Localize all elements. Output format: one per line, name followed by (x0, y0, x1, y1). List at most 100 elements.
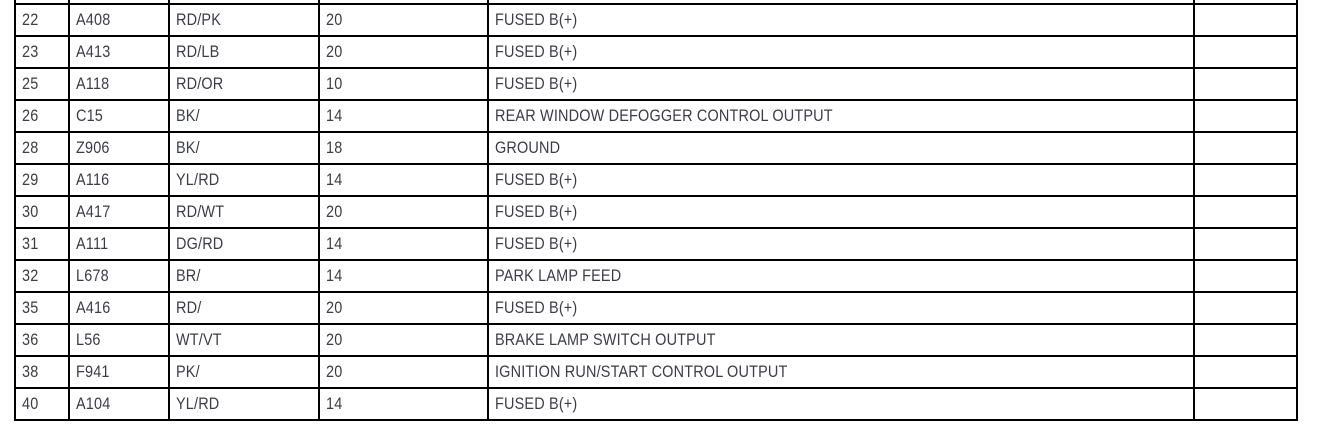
cell-wire-color: YL/RD (168, 387, 320, 421)
table-row: 32 L678 BR/ 14 PARK LAMP FEED (14, 259, 1298, 293)
cell-function: FUSED B(+) (487, 35, 1195, 69)
cell-function: BRAKE LAMP SWITCH OUTPUT (487, 323, 1195, 357)
cell-circuit: A104 (68, 387, 170, 421)
cell-circuit: A417 (68, 195, 170, 229)
cell-notes (1193, 163, 1298, 197)
table-row: 30 A417 RD/WT 20 FUSED B(+) (14, 195, 1298, 229)
cell-pin: 22 (14, 3, 70, 37)
cell-gauge: 20 (318, 3, 489, 37)
cell-function: FUSED B(+) (487, 67, 1195, 101)
cell-circuit: A408 (68, 3, 170, 37)
cell-function: FUSED B(+) (487, 387, 1195, 421)
cell-function: FUSED B(+) (487, 227, 1195, 261)
cell-pin: 23 (14, 35, 70, 69)
table-row: 36 L56 WT/VT 20 BRAKE LAMP SWITCH OUTPUT (14, 323, 1298, 357)
cell-gauge: 14 (318, 99, 489, 133)
cell-wire-color: DG/RD (168, 227, 320, 261)
table-row: 25 A118 RD/OR 10 FUSED B(+) (14, 67, 1298, 101)
cell-gauge: 14 (318, 259, 489, 293)
cell-function: FUSED B(+) (487, 195, 1195, 229)
table-row: 22 A408 RD/PK 20 FUSED B(+) (14, 3, 1298, 37)
cell-wire-color: PK/ (168, 355, 320, 389)
table-row: 31 A111 DG/RD 14 FUSED B(+) (14, 227, 1298, 261)
cell-notes-clipped (1193, 0, 1298, 5)
cell-gauge: 20 (318, 35, 489, 69)
cell-gauge: 14 (318, 227, 489, 261)
cell-pin: 35 (14, 291, 70, 325)
cell-wire-color: BK/ (168, 131, 320, 165)
cell-pin: 26 (14, 99, 70, 133)
cell-wire-color: RD/WT (168, 195, 320, 229)
table-row: 28 Z906 BK/ 18 GROUND (14, 131, 1298, 165)
cell-notes (1193, 99, 1298, 133)
table-row: 40 A104 YL/RD 14 FUSED B(+) (14, 387, 1298, 421)
cell-pin: 30 (14, 195, 70, 229)
cell-pin: 31 (14, 227, 70, 261)
connector-pinout-table: 22 A408 RD/PK 20 FUSED B(+) 23 A413 RD/L… (14, 0, 1298, 421)
cell-wire-color: BK/ (168, 99, 320, 133)
table-row-partial (14, 0, 1298, 5)
cell-wire-color: BR/ (168, 259, 320, 293)
cell-function: GROUND (487, 131, 1195, 165)
cell-pin: 36 (14, 323, 70, 357)
cell-pin-clipped (14, 0, 70, 5)
cell-wire-color: YL/RD (168, 163, 320, 197)
cell-function-clipped (487, 0, 1195, 5)
cell-notes (1193, 323, 1298, 357)
cell-function: PARK LAMP FEED (487, 259, 1195, 293)
table-row: 29 A116 YL/RD 14 FUSED B(+) (14, 163, 1298, 197)
cell-pin: 28 (14, 131, 70, 165)
cell-circuit: A413 (68, 35, 170, 69)
cell-circuit: F941 (68, 355, 170, 389)
cell-pin: 40 (14, 387, 70, 421)
cell-gauge: 14 (318, 163, 489, 197)
table-row: 26 C15 BK/ 14 REAR WINDOW DEFOGGER CONTR… (14, 99, 1298, 133)
cell-circuit-clipped (68, 0, 170, 5)
cell-notes (1193, 195, 1298, 229)
cell-pin: 25 (14, 67, 70, 101)
cell-function: IGNITION RUN/START CONTROL OUTPUT (487, 355, 1195, 389)
table-row: 35 A416 RD/ 20 FUSED B(+) (14, 291, 1298, 325)
cell-gauge: 14 (318, 387, 489, 421)
cell-pin: 32 (14, 259, 70, 293)
cell-circuit: Z906 (68, 131, 170, 165)
cell-circuit: L678 (68, 259, 170, 293)
cell-notes (1193, 131, 1298, 165)
cell-wire-color: RD/PK (168, 3, 320, 37)
cell-notes (1193, 259, 1298, 293)
cell-notes (1193, 355, 1298, 389)
cell-gauge: 20 (318, 195, 489, 229)
cell-function: FUSED B(+) (487, 163, 1195, 197)
cell-notes (1193, 227, 1298, 261)
cell-notes (1193, 291, 1298, 325)
cell-function: FUSED B(+) (487, 291, 1195, 325)
cell-gauge: 18 (318, 131, 489, 165)
table-row: 23 A413 RD/LB 20 FUSED B(+) (14, 35, 1298, 69)
cell-circuit: L56 (68, 323, 170, 357)
cell-circuit: A111 (68, 227, 170, 261)
cell-function: REAR WINDOW DEFOGGER CONTROL OUTPUT (487, 99, 1195, 133)
cell-pin: 38 (14, 355, 70, 389)
cell-gauge: 20 (318, 355, 489, 389)
cell-wire-color: RD/ (168, 291, 320, 325)
cell-gauge: 20 (318, 291, 489, 325)
cell-circuit: A116 (68, 163, 170, 197)
cell-wire-color: WT/VT (168, 323, 320, 357)
cell-gauge: 20 (318, 323, 489, 357)
cell-notes (1193, 387, 1298, 421)
cell-circuit: A416 (68, 291, 170, 325)
cell-wire-color: RD/LB (168, 35, 320, 69)
cell-notes (1193, 67, 1298, 101)
cell-circuit: C15 (68, 99, 170, 133)
cell-circuit: A118 (68, 67, 170, 101)
cell-notes (1193, 3, 1298, 37)
cell-notes (1193, 35, 1298, 69)
cell-pin: 29 (14, 163, 70, 197)
cell-function: FUSED B(+) (487, 3, 1195, 37)
table-row: 38 F941 PK/ 20 IGNITION RUN/START CONTRO… (14, 355, 1298, 389)
cell-gauge: 10 (318, 67, 489, 101)
cell-wire-color-clipped (168, 0, 320, 5)
cell-wire-color: RD/OR (168, 67, 320, 101)
cell-gauge-clipped (318, 0, 489, 5)
